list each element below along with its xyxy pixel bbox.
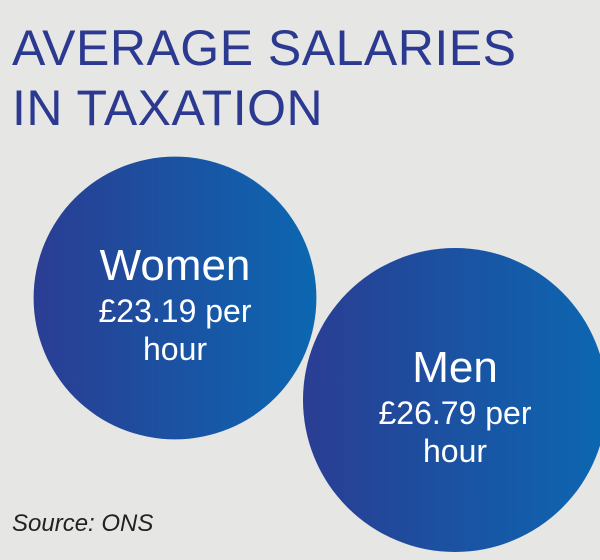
category-label-men: Men	[412, 343, 498, 392]
bubble-women	[33, 156, 317, 440]
category-label-women: Women	[99, 241, 251, 290]
source-note: Source: ONS	[12, 510, 154, 537]
chart-title: AVERAGE SALARIES IN TAXATION	[12, 18, 572, 138]
value-label-men-line1: £26.79 per	[378, 395, 532, 431]
bubble-label-men: Men £26.79 per hour	[335, 342, 575, 470]
title-line-1: AVERAGE SALARIES	[12, 20, 517, 76]
bubble-label-women: Women £23.19 per hour	[55, 240, 295, 368]
value-label-women-line2: hour	[142, 331, 208, 367]
value-label-women-line1: £23.19 per	[98, 293, 252, 329]
bubble-men	[303, 248, 600, 552]
value-label-men-line2: hour	[422, 433, 488, 469]
title-line-2: IN TAXATION	[12, 80, 324, 136]
